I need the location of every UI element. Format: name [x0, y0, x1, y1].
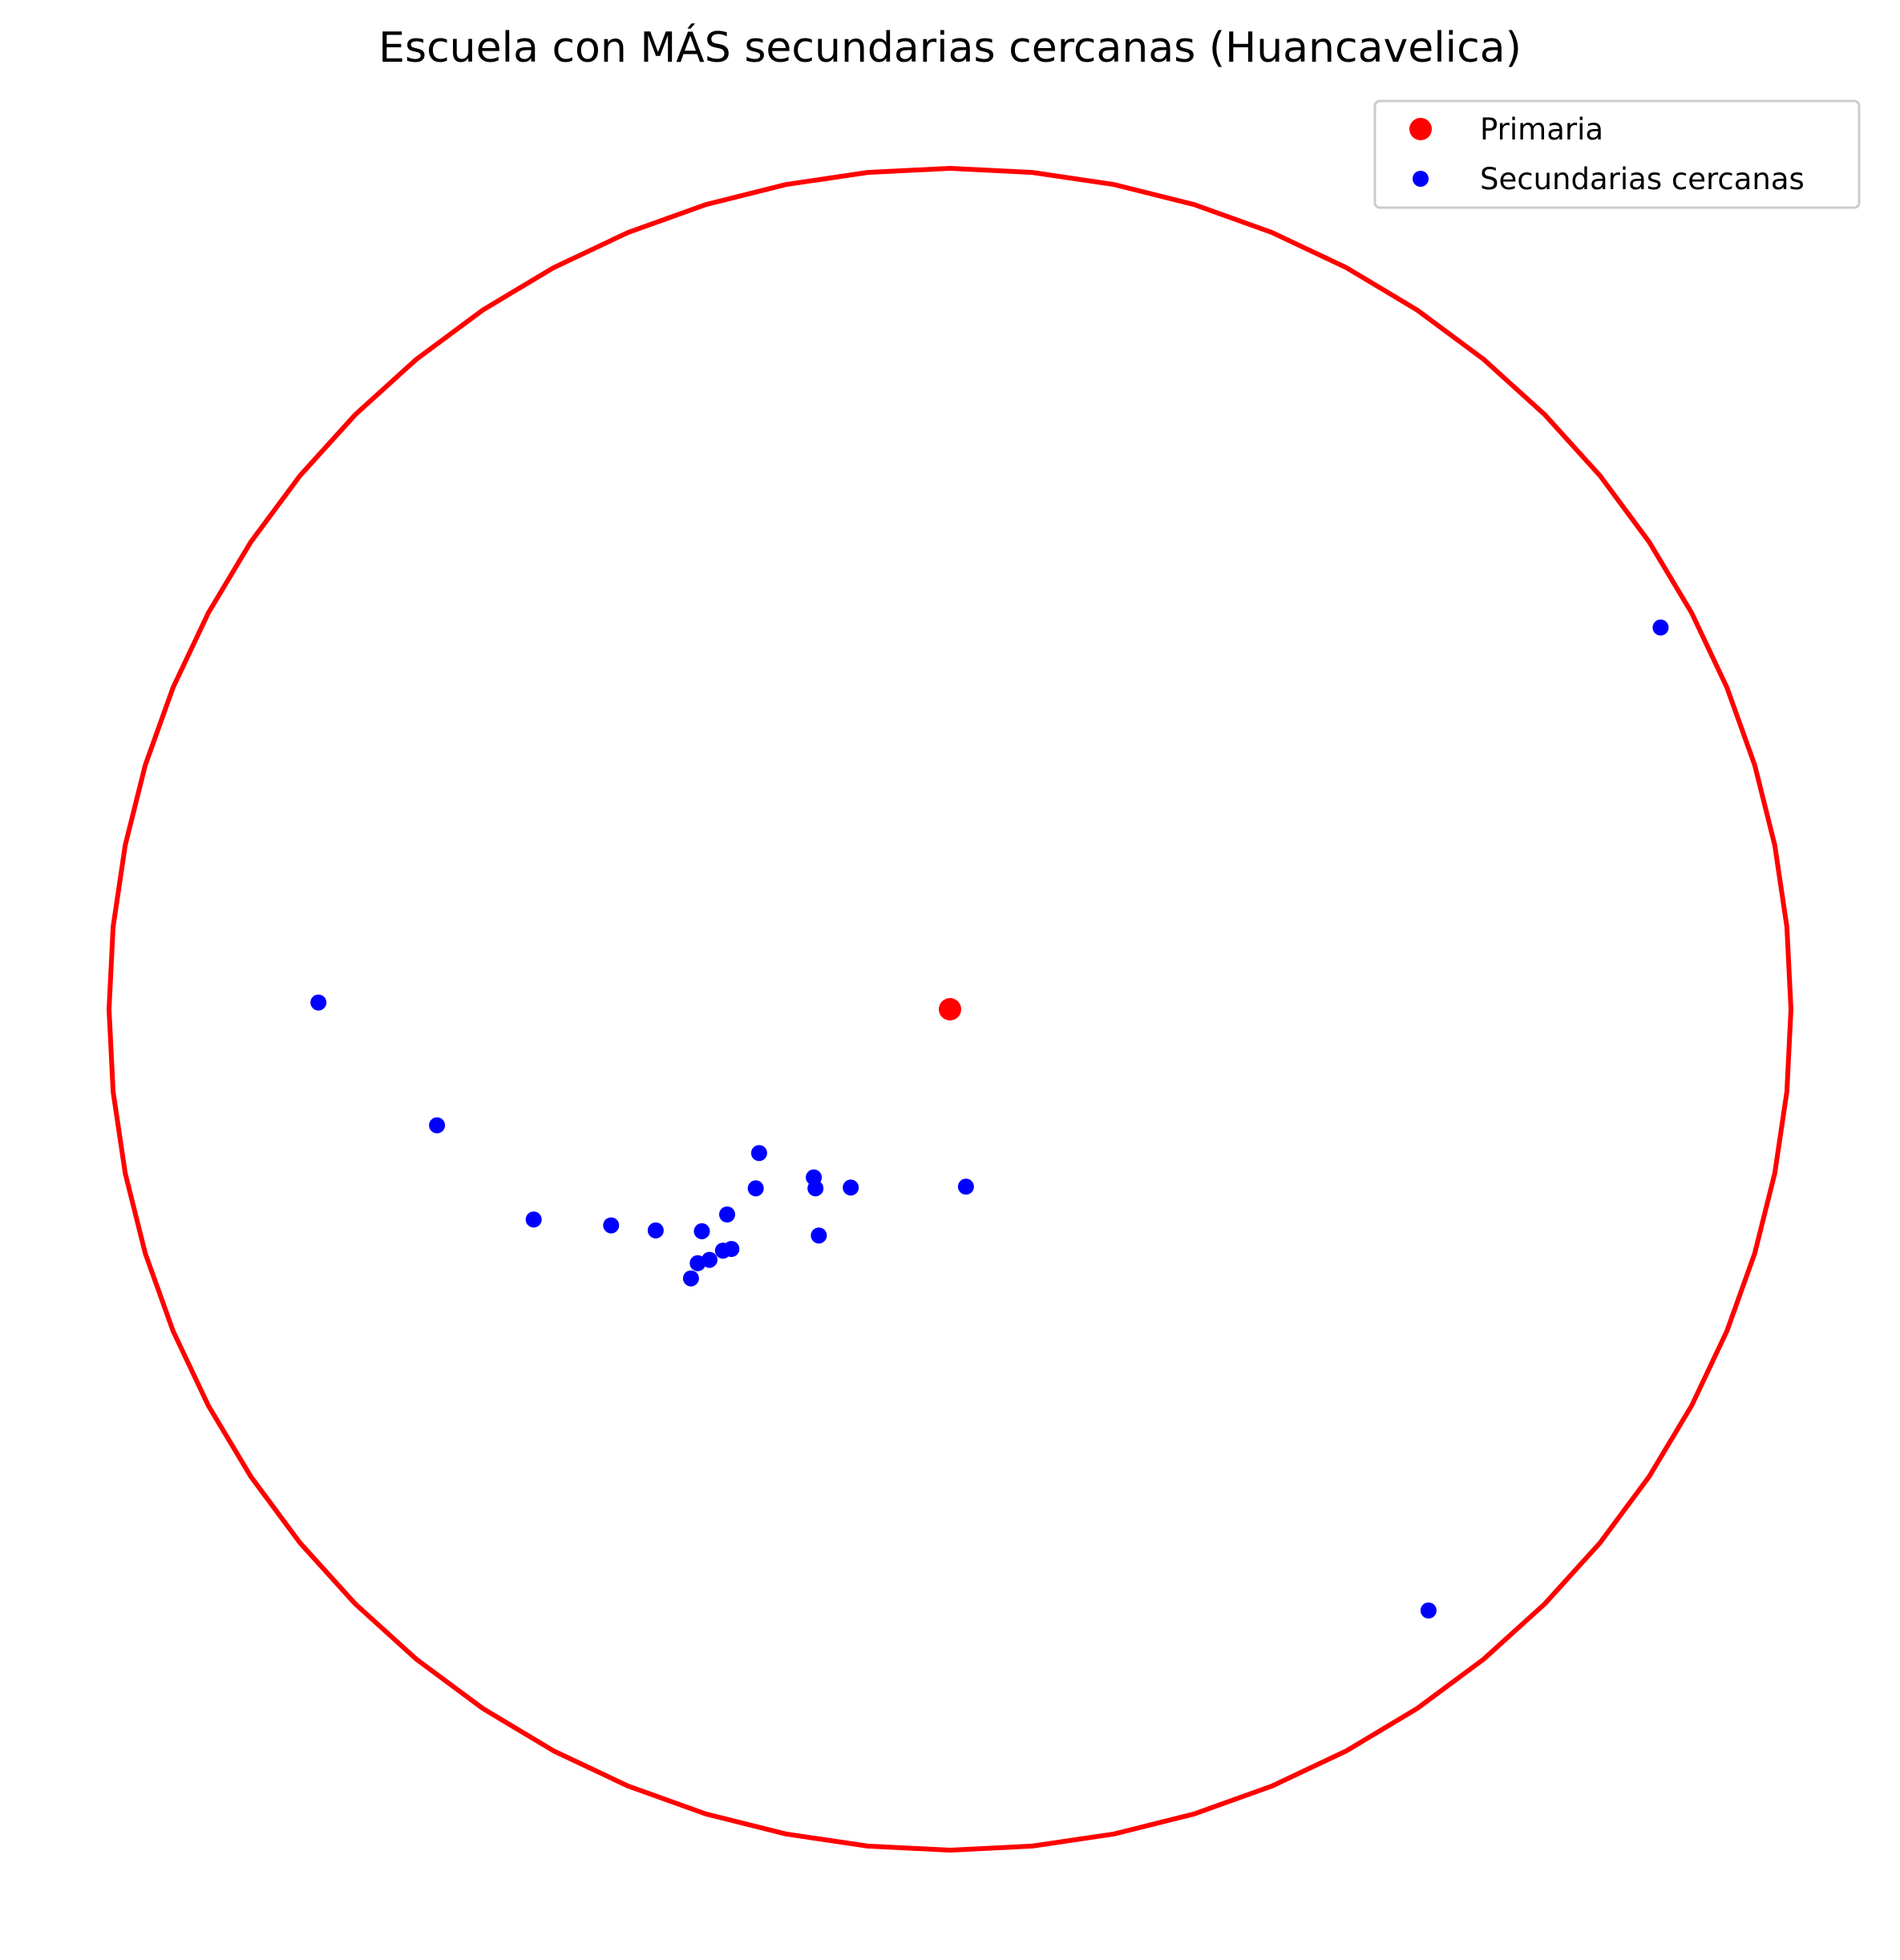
secundaria-point-13	[723, 1241, 740, 1257]
plot-area	[107, 166, 1793, 1853]
radius-circle	[107, 166, 1793, 1853]
legend-label-secundarias: Secundarias cercanas	[1480, 162, 1805, 196]
secundaria-point-15	[701, 1251, 718, 1268]
legend-label-primaria: Primaria	[1480, 112, 1603, 147]
chart-title: Escuela con MÁS secundarias cercanas (Hu…	[378, 23, 1522, 72]
secundaria-point-20	[811, 1227, 827, 1244]
secundaria-point-6	[647, 1222, 664, 1239]
secundaria-point-17	[806, 1169, 823, 1186]
secundaria-point-21	[1420, 1602, 1437, 1619]
secundaria-point-18	[843, 1179, 859, 1196]
legend-box	[1373, 99, 1861, 209]
secundaria-point-1	[1652, 619, 1669, 636]
secundaria-point-16	[682, 1270, 699, 1287]
secundaria-point-10	[750, 1145, 767, 1162]
secundaria-point-2	[310, 994, 327, 1011]
legend-marker-primaria	[1409, 118, 1432, 140]
secundaria-point-3	[429, 1117, 446, 1134]
secundaria-point-7	[693, 1222, 710, 1239]
secundaria-point-9	[747, 1180, 764, 1197]
secundaria-point-4	[525, 1211, 542, 1228]
secundaria-point-19	[957, 1178, 974, 1195]
primaria-point	[939, 998, 961, 1020]
secundaria-point-5	[603, 1217, 620, 1234]
legend-marker-secundarias	[1413, 171, 1429, 187]
legend: Primaria Secundarias cercanas	[1373, 99, 1861, 209]
secundaria-point-8	[719, 1206, 735, 1222]
